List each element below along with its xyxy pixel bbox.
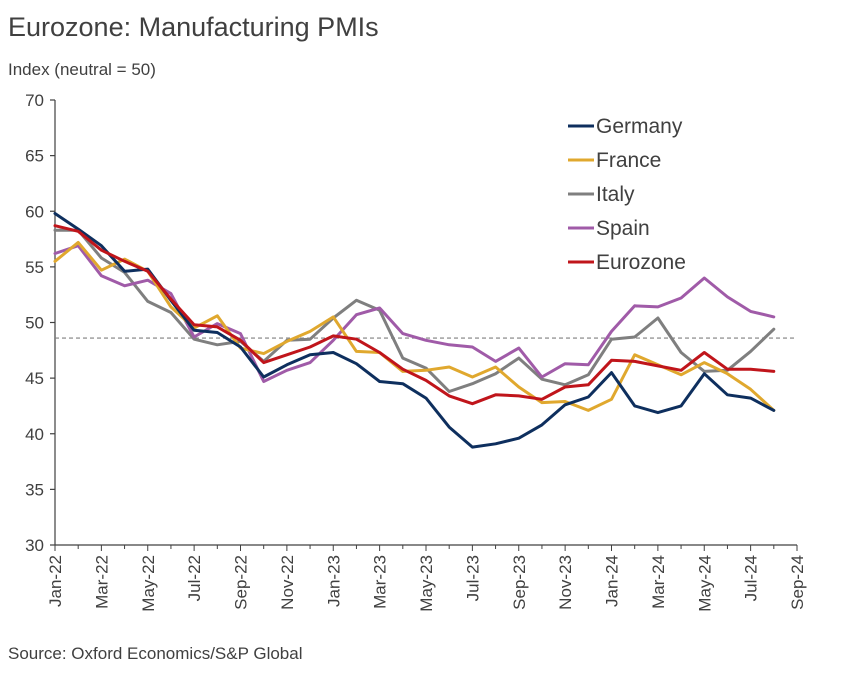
legend-label-germany: Germany bbox=[596, 115, 683, 138]
series-line-italy bbox=[53, 228, 776, 393]
y-tick-label: 60 bbox=[25, 202, 44, 221]
chart-title: Eurozone: Manufacturing PMIs bbox=[8, 12, 379, 42]
y-tick-label: 65 bbox=[25, 147, 44, 166]
x-tick-label: Jan-24 bbox=[603, 555, 622, 607]
x-tick-label: Mar-22 bbox=[92, 555, 111, 609]
x-tick-label: Jan-23 bbox=[324, 555, 343, 607]
x-tick-label: Sep-22 bbox=[232, 555, 251, 610]
series-line-france bbox=[53, 240, 776, 412]
chart-axes: 30 35 40 45 50 55 60 65 70 Jan-22 Mar-22 May-22 Jul-… bbox=[25, 91, 807, 612]
y-tick-label: 30 bbox=[25, 536, 44, 555]
y-tick-label: 55 bbox=[25, 258, 44, 277]
x-tick-label: Nov-22 bbox=[278, 555, 297, 610]
y-tick-label: 70 bbox=[25, 91, 44, 110]
axis-unit-label: Index (neutral = 50) bbox=[8, 60, 156, 79]
x-tick-label: Jul-22 bbox=[185, 555, 204, 601]
legend-label-italy: Italy bbox=[596, 183, 635, 206]
legend-label-eurozone: Eurozone bbox=[596, 251, 686, 274]
x-tick-label: Sep-24 bbox=[788, 555, 807, 610]
y-tick-label: 45 bbox=[25, 369, 44, 388]
series-line-eurozone bbox=[53, 224, 776, 406]
x-tick-label: Jul-24 bbox=[742, 555, 761, 601]
y-tick-label: 35 bbox=[25, 480, 44, 499]
x-tick-label: Nov-23 bbox=[556, 555, 575, 610]
x-tick-label: Jan-22 bbox=[46, 555, 65, 607]
x-tick-label: Mar-23 bbox=[371, 555, 390, 609]
x-tick-label: May-22 bbox=[139, 555, 158, 612]
y-tick-label: 40 bbox=[25, 425, 44, 444]
source-note: Source: Oxford Economics/S&P Global bbox=[8, 644, 303, 663]
series-lines bbox=[53, 212, 776, 449]
y-tick-label: 50 bbox=[25, 314, 44, 333]
x-tick-label: Sep-23 bbox=[510, 555, 529, 610]
chart-legend: Germany France Italy Spain Eurozone bbox=[568, 115, 686, 274]
series-line-spain bbox=[53, 244, 776, 383]
legend-label-spain: Spain bbox=[596, 217, 650, 240]
x-tick-label: May-24 bbox=[695, 555, 714, 612]
x-tick-label: Mar-24 bbox=[649, 555, 668, 609]
x-tick-label: May-23 bbox=[417, 555, 436, 612]
legend-label-france: France bbox=[596, 149, 661, 172]
x-tick-label: Jul-23 bbox=[463, 555, 482, 601]
